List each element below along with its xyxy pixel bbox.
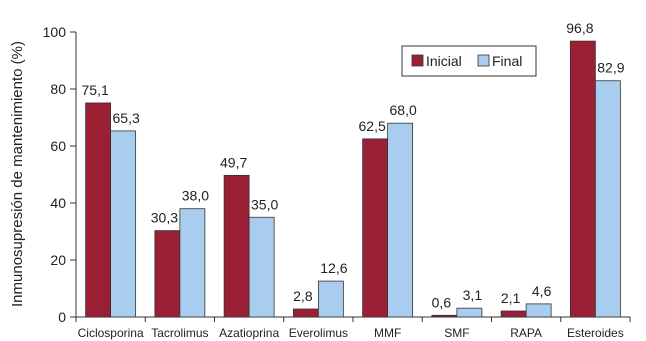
bar-inicial xyxy=(500,310,527,318)
category-label: Tacrolimus xyxy=(151,326,208,340)
category-label: SMF xyxy=(444,326,469,340)
y-tick-label: 80 xyxy=(50,81,66,97)
category-label: Azatioprina xyxy=(219,326,279,340)
data-label: 62,5 xyxy=(359,118,386,134)
data-label: 35,0 xyxy=(251,196,278,212)
bar-final xyxy=(248,216,275,318)
data-label: 38,0 xyxy=(182,188,209,204)
y-tick-label: 40 xyxy=(50,195,66,211)
y-tick-label: 100 xyxy=(43,24,67,40)
legend: Inicial Final xyxy=(401,45,537,77)
bar-inicial xyxy=(569,40,596,318)
y-axis: 0 20 40 60 80 100 xyxy=(43,24,77,325)
bar-final xyxy=(456,307,483,318)
legend-label: Inicial xyxy=(426,53,462,69)
category-label: Everolimus xyxy=(289,326,348,340)
data-label: 4,6 xyxy=(532,283,552,299)
data-label: 12,6 xyxy=(320,260,347,276)
bar-inicial xyxy=(362,138,389,318)
bar-final xyxy=(525,303,552,318)
category-label: RAPA xyxy=(510,326,542,340)
data-label: 2,1 xyxy=(501,290,521,306)
y-tick-label: 0 xyxy=(58,309,66,325)
bar-final xyxy=(317,280,344,318)
legend-box xyxy=(401,45,537,77)
y-tick-label: 60 xyxy=(50,138,66,154)
category-label: MMF xyxy=(374,326,401,340)
bar-inicial xyxy=(292,308,319,318)
y-tick-label: 20 xyxy=(50,252,66,268)
bars-group xyxy=(85,40,621,318)
y-axis-title: Inmunosupresión de mantenimiento (%) xyxy=(9,41,26,307)
data-label: 49,7 xyxy=(220,154,247,170)
data-label: 75,1 xyxy=(82,82,109,98)
bar-inicial xyxy=(223,174,250,318)
bar-final xyxy=(110,130,137,318)
category-label: Ciclosporina xyxy=(78,326,144,340)
bar-final xyxy=(179,208,206,318)
bar-inicial xyxy=(431,314,458,318)
data-label: 65,3 xyxy=(113,110,140,126)
data-label: 68,0 xyxy=(390,102,417,118)
bar-inicial xyxy=(154,230,181,318)
bar-final xyxy=(594,80,621,318)
data-labels-group: 75,165,3 30,338,0 49,7 35,0 2,8 12,6 62,568,0 0… xyxy=(82,20,625,310)
bar-final xyxy=(387,122,414,318)
data-label: 82,9 xyxy=(597,60,624,76)
legend-swatch xyxy=(477,54,490,67)
data-label: 30,3 xyxy=(151,210,178,226)
legend-label: Final xyxy=(492,53,522,69)
x-axis: Ciclosporina Tacrolimus Azatioprina Everoli… xyxy=(75,316,631,340)
category-label: Esteroides xyxy=(567,326,624,340)
legend-swatch xyxy=(411,54,424,67)
data-label: 96,8 xyxy=(566,20,593,36)
data-label: 3,1 xyxy=(463,287,483,303)
data-label: 0,6 xyxy=(432,294,452,310)
data-label: 2,8 xyxy=(293,288,313,304)
bar-inicial xyxy=(85,102,112,318)
